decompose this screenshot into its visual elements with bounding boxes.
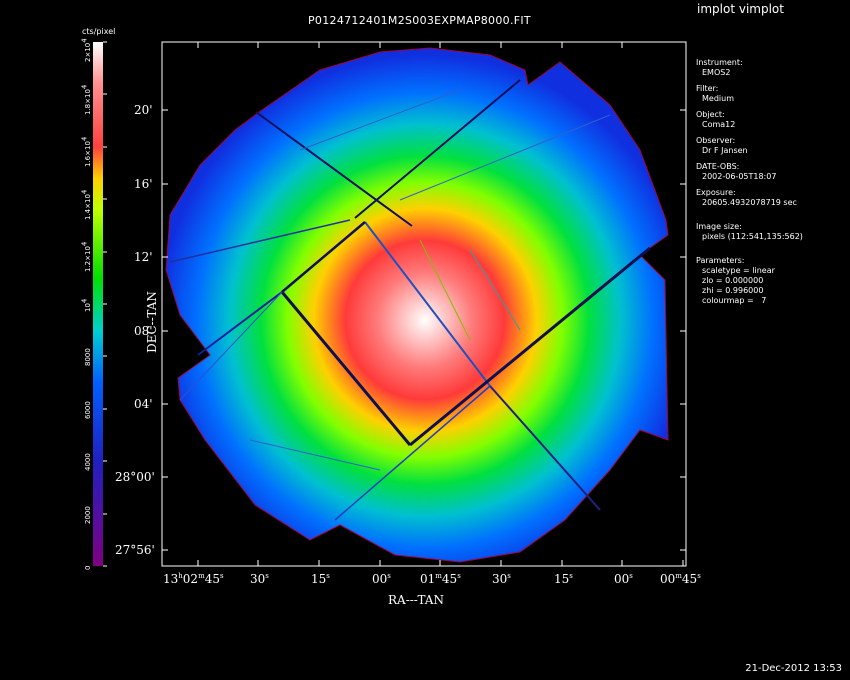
y-tick-label: 27°56' [115, 543, 155, 557]
y-tick-label: 20' [134, 103, 153, 117]
colorbar-tick-label: 2000 [84, 506, 92, 524]
x-tick-label: 15s [311, 572, 330, 586]
param-zhi: zhi = 0.996000 [702, 286, 764, 295]
timestamp: 21-Dec-2012 13:53 [745, 663, 842, 674]
y-axis-label: DEC--TAN [144, 291, 159, 353]
param-zlo: zlo = 0.000000 [702, 276, 764, 285]
chart-title: P0124712401M2S003EXPMAP8000.FIT [308, 14, 531, 27]
observer-label: Observer: [696, 136, 736, 145]
instrument-value: EMOS2 [702, 68, 731, 77]
object-value: Coma12 [702, 120, 736, 129]
plot-ticks [162, 42, 686, 566]
observer-value: Dr F Jansen [702, 146, 748, 155]
colorbar-tick-label: 4000 [84, 453, 92, 471]
exposure-label: Exposure: [696, 188, 736, 197]
colorbar [93, 42, 103, 566]
object-label: Object: [696, 110, 725, 119]
param-colourmap: colourmap = 7 [702, 296, 767, 305]
y-tick-label: 28°00' [115, 470, 155, 484]
x-tick-label: 13h02m45s [163, 572, 224, 586]
date-obs-value: 2002-06-05T18:07 [702, 172, 777, 181]
colorbar-ticks [103, 41, 107, 567]
colorbar-tick-label: 1.8×104 [80, 84, 92, 115]
y-tick-label: 04' [134, 397, 153, 411]
colorbar-tick-label: 0 [84, 565, 92, 570]
x-tick-label: 00m45s [660, 572, 701, 586]
app-title: implot vimplot [697, 2, 784, 16]
x-tick-label: 00s [614, 572, 633, 586]
colorbar-tick-label: 6000 [84, 401, 92, 419]
y-tick-label: 08' [134, 324, 153, 338]
x-tick-label: 30s [250, 572, 269, 586]
x-tick-label: 00s [372, 572, 391, 586]
y-tick-label: 12' [134, 250, 153, 264]
date-obs-label: DATE-OBS: [696, 162, 740, 171]
colorbar-tick-label: 1.6×104 [80, 136, 92, 167]
x-tick-label: 15s [554, 572, 573, 586]
y-tick-label: 16' [134, 177, 153, 191]
filter-value: Medium [702, 94, 734, 103]
filter-label: Filter: [696, 84, 719, 93]
x-axis-label: RA---TAN [388, 593, 444, 607]
colorbar-tick-label: 1.2×104 [80, 241, 92, 272]
colorbar-tick-label: 104 [80, 298, 92, 312]
parameters-label: Parameters: [696, 256, 745, 265]
x-tick-label: 30s [492, 572, 511, 586]
param-scaletype: scaletype = linear [702, 266, 775, 275]
colorbar-tick-label: 8000 [84, 348, 92, 366]
info-panel: Instrument: EMOS2 Filter: Medium Object:… [696, 58, 846, 312]
exposure-footprint [165, 47, 669, 563]
x-tick-label: 01m45s [420, 572, 461, 586]
colorbar-tick-label: 2×104 [80, 38, 92, 62]
colorbar-tick-label: 1.4×104 [80, 189, 92, 220]
plot-frame [161, 41, 687, 567]
exposure-value: 20605.4932078719 sec [702, 198, 797, 207]
colorbar-unit: cts/pixel [82, 27, 116, 36]
image-size-label: Image size: [696, 222, 742, 231]
instrument-label: Instrument: [696, 58, 743, 67]
image-size-value: pixels (112:541,135:562) [702, 232, 803, 241]
